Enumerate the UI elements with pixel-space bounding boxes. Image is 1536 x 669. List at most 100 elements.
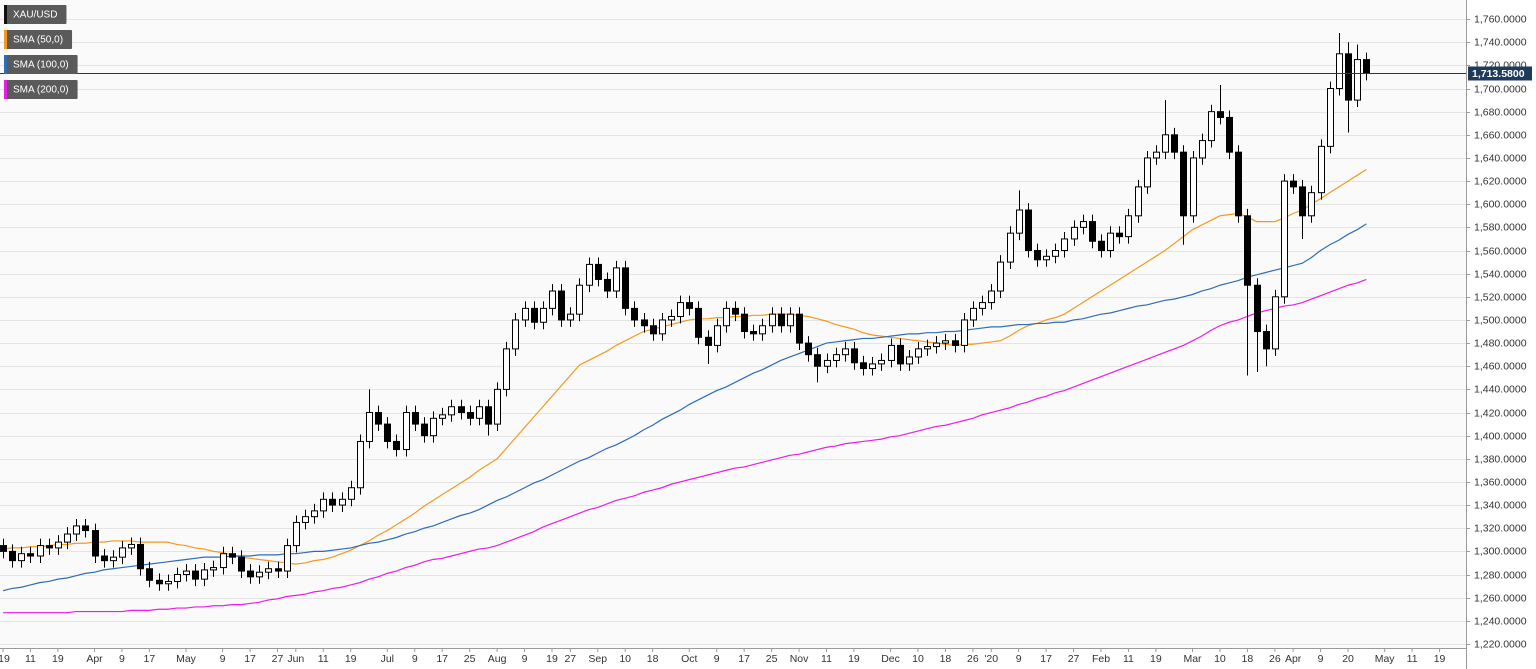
y-tick-label: 1,340.0000: [1474, 499, 1527, 511]
x-tick-label: 9: [1016, 653, 1022, 665]
candle-body: [1235, 151, 1242, 217]
y-tick-label: 1,540.0000: [1474, 268, 1527, 280]
candle-body: [997, 261, 1004, 292]
candle-body: [229, 553, 236, 558]
marks: [0, 32, 1466, 614]
candle-body: [1171, 134, 1178, 153]
candle-body: [824, 359, 831, 367]
x-tick-label: 18: [647, 653, 659, 665]
candle-body: [156, 579, 163, 585]
x-tick-label: 25: [464, 653, 476, 665]
candle-body: [1071, 226, 1078, 240]
y-tick-label: 1,660.0000: [1474, 129, 1527, 141]
candle-body: [476, 406, 483, 419]
candle-body: [46, 545, 53, 549]
candle-body: [1180, 151, 1187, 217]
y-tick-label: 1,640.0000: [1474, 152, 1527, 164]
candle-body: [430, 417, 437, 437]
candle-body: [878, 359, 885, 365]
candle-body: [961, 319, 968, 346]
candle-body: [1281, 180, 1288, 298]
candle-body: [18, 553, 25, 562]
y-tick-label: 1,620.0000: [1474, 175, 1527, 187]
candle-body: [686, 302, 693, 309]
x-tick-label: Oct: [681, 653, 697, 665]
candle-body: [494, 388, 501, 425]
candle-body: [55, 541, 62, 549]
legend-label: SMA (50,0): [13, 35, 63, 46]
candle-body: [412, 412, 419, 425]
legend-box: [4, 5, 67, 24]
plot-background: [0, 0, 1466, 648]
candle-body: [1308, 192, 1315, 217]
candle-body: [174, 574, 181, 582]
candle-body: [695, 307, 702, 338]
x-tick-label: 9: [714, 653, 720, 665]
y-tick-label: 1,580.0000: [1474, 221, 1527, 233]
candle-body: [1244, 215, 1251, 286]
candle-body: [1327, 88, 1334, 147]
candle-body: [778, 313, 785, 327]
candle-body: [448, 406, 455, 416]
y-tick-label: 1,740.0000: [1474, 36, 1527, 48]
candle-body: [732, 307, 739, 315]
x-tick-label: 18: [940, 653, 952, 665]
candle-body: [622, 267, 629, 309]
x-tick-label: 17: [1040, 653, 1052, 665]
candle-body: [1318, 145, 1325, 194]
x-tick-label: 9: [522, 653, 528, 665]
candle-body: [1107, 232, 1114, 252]
x-tick-label: 26: [1269, 653, 1281, 665]
candle-body: [1254, 284, 1261, 333]
candle-body: [366, 412, 373, 442]
candle-body: [165, 580, 172, 585]
candle-body: [1125, 215, 1132, 238]
candle-body: [1217, 111, 1224, 118]
candle-body: [1263, 331, 1270, 350]
y-tick-label: 1,400.0000: [1474, 430, 1527, 442]
x-tick-label: 9: [119, 653, 125, 665]
sma-line: [3, 278, 1367, 614]
candle-body: [357, 440, 364, 489]
candle-body: [586, 263, 593, 286]
candle-body: [329, 498, 336, 506]
candle-body: [320, 498, 327, 512]
candle-body: [531, 307, 538, 323]
candle-body: [558, 290, 565, 321]
candle-body: [942, 340, 949, 344]
x-tick-label: Jun: [287, 653, 304, 665]
legend-box: [4, 30, 73, 49]
legend-swatch: [4, 30, 7, 49]
y-tick-label: 1,600.0000: [1474, 198, 1527, 210]
candle-body: [247, 570, 254, 578]
candle-body: [1016, 209, 1023, 234]
candle-body: [723, 307, 730, 327]
x-tick-label: 9: [412, 653, 418, 665]
candle-body: [650, 325, 657, 335]
y-tick-label: 1,220.0000: [1474, 638, 1527, 650]
x-tick-label: May: [176, 653, 197, 665]
candle-body: [705, 336, 712, 346]
candle-body: [576, 284, 583, 315]
candle-body: [275, 568, 282, 572]
candle-body: [348, 487, 355, 500]
candle-body: [924, 346, 931, 350]
candle-body: [1290, 180, 1297, 188]
candle-body: [1226, 116, 1233, 153]
legend: XAU/USD SMA (50,0) SMA (100,0) SMA (200,0): [4, 5, 78, 99]
candle-body: [512, 319, 519, 350]
candle-body: [613, 267, 620, 292]
candle-body: [27, 553, 34, 557]
candle-body: [1336, 53, 1343, 90]
candle-body: [750, 331, 757, 335]
candle-body: [1144, 157, 1151, 188]
x-tick-label: 17: [144, 653, 156, 665]
x-tick-label: 9: [220, 653, 226, 665]
candle-body: [888, 344, 895, 361]
candle-body: [110, 556, 117, 562]
x-tick-label: Apr: [86, 653, 103, 665]
candle-body: [101, 555, 108, 562]
legend-swatch: [4, 55, 7, 74]
y-tick-label: 1,280.0000: [1474, 569, 1527, 581]
x-tick-label: 11: [1123, 653, 1134, 665]
